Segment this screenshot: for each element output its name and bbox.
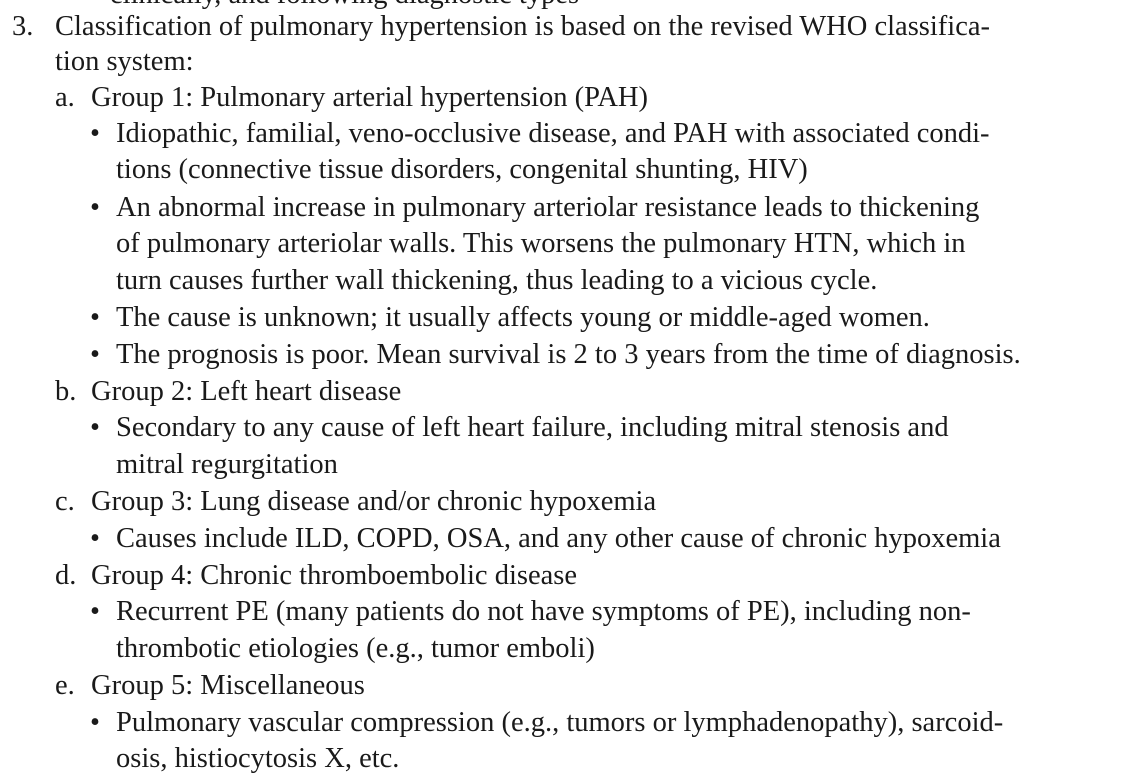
group-e-heading: Group 5: Miscellaneous: [91, 670, 365, 701]
item-title-line-2: tion system:: [55, 46, 194, 77]
group-d-bullet-1-cont: thrombotic etiologies (e.g., tumor embol…: [116, 633, 595, 664]
group-d-letter: d.: [55, 560, 77, 591]
group-b-bullet-1-cont: mitral regurgitation: [116, 449, 338, 480]
group-a-letter: a.: [55, 82, 75, 113]
group-a-bullet-3: • The cause is unknown; it usually affect…: [90, 302, 930, 333]
bullet-text: Causes include ILD, COPD, OSA, and any o…: [116, 523, 1001, 554]
item-number: 3.: [12, 11, 34, 42]
group-a-bullet-1: • Idiopathic, familial, veno-occlusive di…: [90, 118, 990, 149]
bullet-text: The prognosis is poor. Mean survival is …: [116, 339, 1021, 370]
group-a-bullet-2: • An abnormal increase in pulmonary arter…: [90, 192, 980, 223]
group-c-letter: c.: [55, 486, 75, 517]
bullet-text: An abnormal increase in pulmonary arteri…: [116, 192, 980, 223]
group-a-bullet-1-cont: tions (connective tissue disorders, cong…: [116, 154, 808, 185]
group-a-heading: Group 1: Pulmonary arterial hypertension…: [91, 82, 648, 113]
bullet-icon: •: [90, 707, 100, 738]
group-b-bullet-1: • Secondary to any cause of left heart fa…: [90, 412, 949, 443]
group-c-bullet-1: • Causes include ILD, COPD, OSA, and any …: [90, 523, 1001, 554]
cut-off-top-line: clinically, and following diagnostic typ…: [110, 0, 579, 10]
bullet-icon: •: [90, 523, 100, 554]
group-d-bullet-1: • Recurrent PE (many patients do not have…: [90, 596, 971, 627]
bullet-text: The cause is unknown; it usually affects…: [116, 302, 930, 333]
group-b-heading: Group 2: Left heart disease: [91, 376, 402, 407]
bullet-text: Recurrent PE (many patients do not have …: [116, 596, 971, 627]
bullet-text: Idiopathic, familial, veno-occlusive dis…: [116, 118, 990, 149]
group-e-letter: e.: [55, 670, 75, 701]
bullet-text: Secondary to any cause of left heart fai…: [116, 412, 949, 443]
group-c-heading: Group 3: Lung disease and/or chronic hyp…: [91, 486, 657, 517]
group-e-bullet-1-cont: osis, histiocytosis X, etc.: [116, 743, 400, 774]
bullet-icon: •: [90, 192, 100, 223]
group-e-bullet-1: • Pulmonary vascular compression (e.g., t…: [90, 707, 1004, 738]
group-b-letter: b.: [55, 376, 77, 407]
bullet-icon: •: [90, 339, 100, 370]
bullet-icon: •: [90, 412, 100, 443]
group-a-bullet-2-cont-2: turn causes further wall thickening, thu…: [116, 265, 878, 296]
item-title-line-1: Classification of pulmonary hypertension…: [55, 11, 990, 42]
group-d-heading: Group 4: Chronic thromboembolic disease: [91, 560, 577, 591]
bullet-icon: •: [90, 118, 100, 149]
bullet-text: Pulmonary vascular compression (e.g., tu…: [116, 707, 1004, 738]
group-a-bullet-4: • The prognosis is poor. Mean survival is…: [90, 339, 1021, 370]
bullet-icon: •: [90, 302, 100, 333]
group-a-bullet-2-cont-1: of pulmonary arteriolar walls. This wors…: [116, 228, 966, 259]
bullet-icon: •: [90, 596, 100, 627]
